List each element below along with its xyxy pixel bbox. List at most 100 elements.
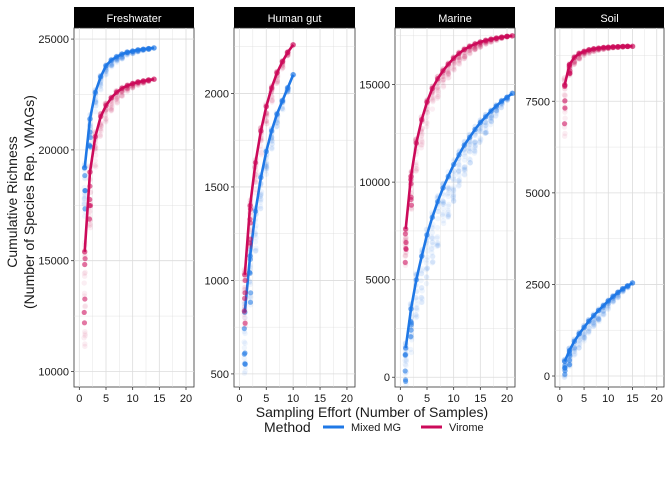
- sample-point: [467, 159, 473, 166]
- data-point-virome: [290, 42, 296, 48]
- sample-point: [586, 325, 592, 331]
- sample-point: [445, 69, 451, 75]
- sample-point: [119, 55, 125, 61]
- data-point-mixed-mg: [571, 338, 578, 344]
- sample-point: [429, 239, 436, 245]
- sample-point: [114, 100, 120, 106]
- x-tick-label-human-gut: 10: [287, 393, 299, 405]
- sample-point: [129, 84, 136, 91]
- data-point-mixed-mg: [119, 51, 125, 57]
- sample-point: [461, 53, 468, 59]
- data-point-virome: [440, 68, 446, 74]
- series-virome-freshwater: [81, 76, 158, 350]
- data-point-mixed-mg: [461, 142, 468, 148]
- sample-point: [103, 119, 109, 125]
- sample-point: [466, 140, 473, 146]
- sample-point: [615, 294, 621, 301]
- sample-point: [493, 107, 500, 114]
- sample-point: [423, 273, 430, 280]
- data-point-virome: [274, 70, 280, 76]
- data-point-virome: [509, 33, 515, 39]
- sample-point: [241, 345, 248, 351]
- sample-point: [429, 235, 435, 241]
- sample-point: [472, 148, 478, 155]
- plot-area-freshwater: [81, 45, 158, 350]
- sample-point: [419, 296, 425, 302]
- data-point-mixed-mg: [290, 72, 296, 78]
- sample-point: [461, 172, 468, 178]
- sample-point: [472, 45, 478, 52]
- data-point-virome: [605, 44, 611, 50]
- sample-point: [445, 70, 452, 76]
- sample-point: [274, 123, 280, 129]
- sample-point: [434, 242, 440, 248]
- sample-point: [92, 108, 99, 115]
- data-point-virome: [242, 272, 248, 278]
- sample-point: [493, 108, 500, 114]
- sample-point: [576, 55, 582, 61]
- sample-point: [605, 305, 611, 312]
- sample-point: [466, 156, 472, 162]
- data-point-virome: [466, 43, 473, 50]
- data-point-mixed-mg: [600, 302, 607, 309]
- facet-title-human-gut: Human gut: [268, 13, 322, 25]
- sample-point: [476, 139, 483, 146]
- sample-point: [81, 290, 88, 296]
- sample-point: [81, 195, 88, 202]
- sample-point: [450, 198, 457, 205]
- sample-point: [576, 345, 582, 351]
- sample-point: [440, 73, 446, 80]
- sample-point: [109, 100, 115, 107]
- sample-point: [81, 280, 87, 286]
- sample-point: [440, 199, 447, 205]
- sample-point: [414, 297, 420, 303]
- sample-point: [581, 333, 587, 339]
- data-point-mixed-mg: [498, 98, 505, 104]
- sample-point: [498, 104, 504, 110]
- sample-point: [424, 265, 430, 271]
- sample-point: [467, 47, 473, 54]
- sample-point: [241, 370, 248, 376]
- sample-point: [92, 162, 99, 168]
- sample-point: [456, 162, 462, 168]
- data-point-mixed-mg: [408, 306, 414, 312]
- sample-point: [264, 165, 270, 172]
- sample-point: [482, 130, 488, 136]
- sample-point: [263, 165, 269, 171]
- sample-point: [402, 253, 408, 259]
- sample-point: [456, 172, 462, 178]
- sample-point: [435, 93, 441, 100]
- sample-point: [419, 132, 425, 138]
- sample-point: [241, 308, 247, 314]
- sample-point: [269, 97, 275, 103]
- sample-point: [451, 197, 457, 204]
- sample-point: [263, 163, 270, 169]
- sample-point: [461, 153, 468, 160]
- sample-point: [586, 325, 592, 331]
- sample-point: [494, 108, 500, 115]
- sample-point: [435, 88, 441, 94]
- data-point-mixed-mg: [129, 48, 136, 54]
- sample-point: [429, 239, 436, 246]
- sample-point: [434, 94, 441, 100]
- sample-point: [467, 145, 473, 152]
- sample-point: [562, 109, 568, 115]
- data-point-mixed-mg: [113, 54, 120, 60]
- sample-point: [274, 79, 280, 85]
- sample-point: [242, 284, 249, 290]
- sample-point: [97, 133, 103, 139]
- sample-point: [408, 349, 415, 356]
- data-point-virome: [424, 99, 430, 105]
- sample-point: [472, 144, 478, 150]
- data-point-virome: [285, 49, 291, 56]
- sample-point: [92, 152, 99, 158]
- x-tick-label-soil: 0: [557, 393, 563, 405]
- sample-point: [562, 92, 568, 98]
- data-point-mixed-mg: [488, 108, 494, 114]
- sample-point: [434, 243, 440, 250]
- sample-point: [488, 118, 495, 125]
- data-point-mixed-mg: [263, 148, 269, 155]
- sample-point: [114, 98, 120, 104]
- sample-point: [600, 310, 607, 317]
- sample-point: [462, 166, 468, 172]
